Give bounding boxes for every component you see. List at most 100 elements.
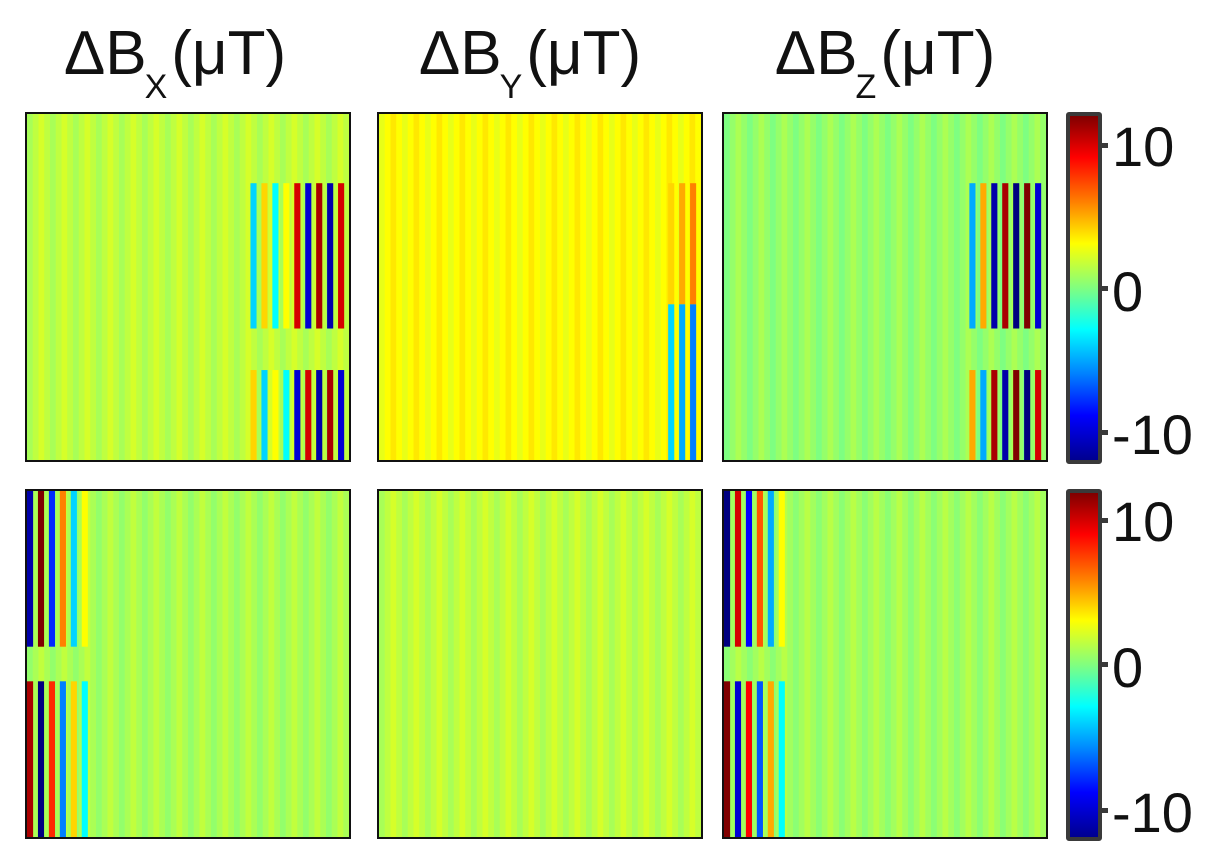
heatmap-stripe (316, 183, 323, 329)
heatmap-stripe (316, 370, 323, 460)
heatmap-faint-stripe (73, 491, 79, 837)
heatmap-panel-row1-bx (25, 112, 351, 462)
heatmap-stripe (690, 304, 697, 460)
heatmap-faint-stripe (257, 114, 263, 460)
heatmap-faint-stripe (291, 491, 298, 837)
heatmap-stripe (272, 370, 279, 460)
heatmap-faint-stripe (563, 114, 569, 460)
heatmap-faint-stripe (222, 491, 229, 837)
heatmap-faint-stripe (528, 491, 535, 837)
heatmap-faint-stripe (689, 491, 696, 837)
heatmap-faint-stripe (107, 114, 114, 460)
heatmap-faint-stripe (655, 491, 661, 837)
heatmap-faint-stripe (1011, 491, 1018, 837)
heatmap-stripe (48, 681, 56, 837)
heatmap-faint-stripe (50, 491, 56, 837)
heatmap-faint-stripe (885, 114, 891, 460)
heatmap-stripe (305, 183, 312, 329)
heatmap-faint-stripe (678, 491, 684, 837)
heatmap-faint-stripe (632, 491, 638, 837)
heatmap-faint-stripe (597, 491, 604, 837)
heatmap-stripe (1024, 183, 1031, 329)
colorbar-tick-label: -10 (1112, 403, 1193, 466)
heatmap-faint-stripe (1034, 491, 1041, 837)
heatmap-faint-stripe (96, 114, 102, 460)
heatmap-faint-stripe (130, 114, 137, 460)
heatmap-svg (724, 491, 1046, 837)
heatmap-faint-stripe (448, 491, 454, 837)
heatmap-faint-stripe (747, 491, 753, 837)
heatmap-faint-stripe (988, 491, 995, 837)
title-unit: (μT) (526, 19, 642, 88)
heatmap-faint-stripe (494, 491, 500, 837)
heatmap-faint-stripe (188, 491, 194, 837)
colorbar-tick-label: 10 (1112, 115, 1175, 178)
heatmap-faint-stripe (471, 491, 477, 837)
heatmap-faint-stripe (643, 491, 650, 837)
heatmap-faint-stripe (211, 114, 217, 460)
heatmap-faint-stripe (245, 114, 252, 460)
heatmap-faint-stripe (816, 114, 822, 460)
heatmap-faint-stripe (632, 114, 638, 460)
heatmap-faint-stripe (268, 491, 275, 837)
heatmap-faint-stripe (280, 114, 286, 460)
heatmap-svg (27, 491, 349, 837)
heatmap-stripe (778, 491, 785, 647)
colorbar-tick (1098, 430, 1108, 435)
title-base: ΔB (774, 19, 858, 88)
heatmap-faint-stripe (303, 491, 309, 837)
heatmap-background (379, 491, 701, 837)
colorbar-tick (1098, 286, 1108, 291)
heatmap-faint-stripe (919, 114, 926, 460)
heatmap-faint-stripe (839, 491, 845, 837)
heatmap-faint-stripe (931, 114, 937, 460)
heatmap-stripe (679, 183, 686, 305)
heatmap-faint-stripe (130, 491, 137, 837)
heatmap-faint-stripe (153, 114, 160, 460)
heatmap-faint-stripe (919, 491, 926, 837)
heatmap-faint-stripe (402, 491, 408, 837)
heatmap-stripe (327, 183, 334, 329)
heatmap-stripe (261, 370, 268, 460)
heatmap-stripe (767, 681, 774, 837)
heatmap-faint-stripe (119, 114, 125, 460)
heatmap-faint-stripe (655, 114, 661, 460)
heatmap-panel-row1-bz (722, 112, 1048, 462)
heatmap-faint-stripe (234, 491, 240, 837)
column-title-bx: ΔBX(μT) (10, 14, 340, 106)
heatmap-stripe (1013, 370, 1020, 460)
heatmap-stripe (991, 370, 998, 460)
heatmap-faint-stripe (942, 491, 949, 837)
heatmap-stripe (48, 491, 56, 647)
heatmap-faint-stripe (896, 491, 903, 837)
title-unit: (μT) (171, 19, 287, 88)
heatmap-panel-row2-bx (25, 489, 351, 839)
heatmap-faint-stripe (337, 491, 344, 837)
heatmap-faint-stripe (954, 114, 960, 460)
heatmap-faint-stripe (27, 491, 33, 837)
heatmap-faint-stripe (176, 114, 183, 460)
heatmap-faint-stripe (586, 114, 592, 460)
title-subscript: Z (855, 68, 877, 106)
heatmap-faint-stripe (827, 114, 834, 460)
heatmap-faint-stripe (165, 114, 171, 460)
heatmap-faint-stripe (165, 491, 171, 837)
heatmap-stripe (1013, 183, 1020, 329)
heatmap-faint-stripe (586, 491, 592, 837)
heatmap-faint-stripe (153, 491, 160, 837)
heatmap-faint-stripe (142, 491, 148, 837)
heatmap-faint-stripe (245, 491, 252, 837)
heatmap-faint-stripe (873, 114, 880, 460)
heatmap-stripe (272, 183, 279, 329)
heatmap-stripe (756, 491, 763, 647)
colorbar-tick-label: -10 (1112, 781, 1193, 844)
heatmap-faint-stripe (781, 491, 788, 837)
heatmap-faint-stripe (61, 491, 68, 837)
heatmap-faint-stripe (528, 114, 535, 460)
heatmap-stripe (250, 370, 257, 460)
heatmap-stripe (27, 681, 34, 837)
heatmap-faint-stripe (459, 491, 466, 837)
heatmap-faint-stripe (38, 114, 45, 460)
heatmap-faint-stripe (551, 491, 558, 837)
heatmap-faint-stripe (27, 114, 33, 460)
